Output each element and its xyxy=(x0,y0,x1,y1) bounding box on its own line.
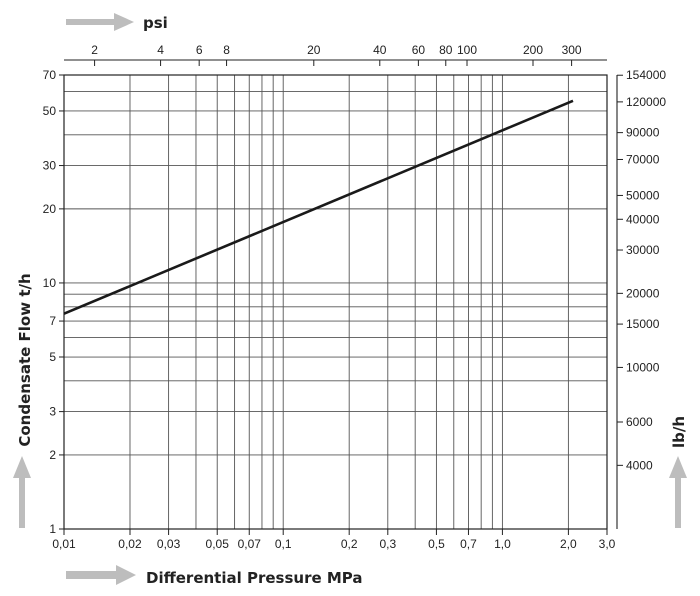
psi-tick-label: 4 xyxy=(157,43,164,57)
y-tick-label: 2 xyxy=(49,448,56,462)
x-tick-label: 0,02 xyxy=(118,537,142,551)
plot-frame xyxy=(63,74,608,530)
lbh-tick-label: 15000 xyxy=(626,317,660,331)
y-tick-label: 5 xyxy=(49,350,56,364)
x-tick-label: 3,0 xyxy=(599,537,616,551)
x-tick-label: 0,7 xyxy=(460,537,477,551)
lbh-tick-label: 70000 xyxy=(626,152,660,166)
x-tick-label: 0,3 xyxy=(379,537,396,551)
lbh-tick-label: 6000 xyxy=(626,415,653,429)
flow-curve xyxy=(63,99,574,315)
y-tick-label: 70 xyxy=(43,68,57,82)
y-tick-label: 1 xyxy=(49,522,56,536)
x-axis-title: Differential Pressure MPa xyxy=(146,569,363,587)
x-tick-label: 0,1 xyxy=(275,537,292,551)
psi-tick-label: 2 xyxy=(91,43,98,57)
psi-tick-label: 100 xyxy=(457,43,477,57)
lbh-tick-label: 10000 xyxy=(626,360,660,374)
tick-labels: 0,01 0,02 0,03 0,05 0,07 0,1 0,2 0,3 0,5 0,7 1,0 2,… xyxy=(43,43,667,551)
y-tick-label: 7 xyxy=(49,314,56,328)
x-tick-label: 0,2 xyxy=(341,537,358,551)
y2-arrow-icon xyxy=(669,456,687,528)
lbh-tick-label: 30000 xyxy=(626,243,660,257)
lbh-tick-label: 120000 xyxy=(626,95,666,109)
psi-tick-label: 8 xyxy=(223,43,230,57)
x-tick-label: 1,0 xyxy=(494,537,511,551)
psi-tick-label: 6 xyxy=(196,43,203,57)
x2-arrow-icon xyxy=(66,13,134,31)
y-tick-label: 20 xyxy=(43,202,57,216)
x-tick-label: 0,5 xyxy=(428,537,445,551)
psi-tick-label: 300 xyxy=(562,43,582,57)
lbh-tick-label: 50000 xyxy=(626,188,660,202)
x2-axis-title: psi xyxy=(143,14,168,32)
x-tick-label: 2,0 xyxy=(560,537,577,551)
lbh-tick-label: 40000 xyxy=(626,212,660,226)
lbh-tick-label: 90000 xyxy=(626,126,660,140)
y2-axis-title: lb/h xyxy=(670,416,688,448)
y-tick-label: 50 xyxy=(43,104,57,118)
flow-line xyxy=(63,99,574,315)
lbh-tick-label: 154000 xyxy=(626,68,666,82)
y-tick-label: 10 xyxy=(43,276,57,290)
grid-lines xyxy=(64,75,607,529)
x-arrow-icon xyxy=(66,565,136,585)
x-tick-label: 0,01 xyxy=(52,537,76,551)
psi-tick-label: 60 xyxy=(412,43,426,57)
lbh-tick-label: 4000 xyxy=(626,458,653,472)
psi-tick-label: 80 xyxy=(439,43,453,57)
y-tick-label: 3 xyxy=(49,405,56,419)
y-tick-label: 30 xyxy=(43,159,57,173)
x-tick-label: 0,07 xyxy=(238,537,262,551)
psi-tick-label: 20 xyxy=(307,43,321,57)
psi-tick-label: 40 xyxy=(373,43,387,57)
psi-tick-label: 200 xyxy=(523,43,543,57)
x-tick-label: 0,05 xyxy=(206,537,230,551)
y-arrow-icon xyxy=(13,456,31,528)
lbh-tick-label: 20000 xyxy=(626,286,660,300)
y-axis-title: Condensate Flow t/h xyxy=(16,273,34,446)
x-tick-label: 0,03 xyxy=(157,537,181,551)
plot-border xyxy=(63,74,608,530)
